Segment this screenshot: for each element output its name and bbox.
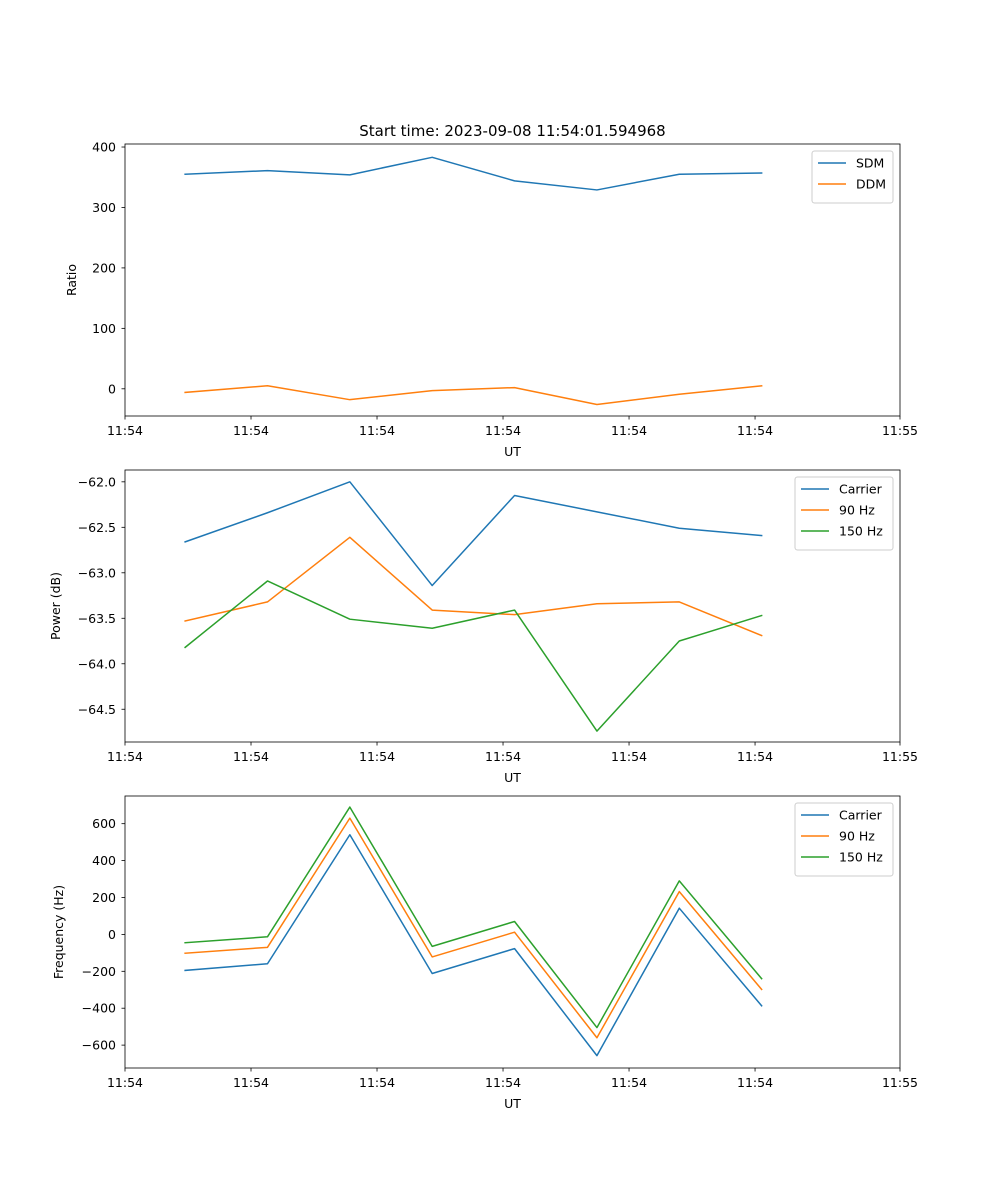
y-tick-label: 400 (92, 140, 116, 155)
y-tick-label: 0 (108, 381, 116, 396)
x-axis-label: UT (504, 770, 521, 785)
x-tick-label: 11:54 (737, 749, 773, 764)
panel-1: 11:54 11:54 11:54 11:54 11:54 11:54 11:55 0 100 2… (64, 140, 918, 459)
x-tick-label: 11:55 (882, 1075, 918, 1090)
series-line-ddm (184, 384, 763, 406)
panel-3: 11:54 11:54 11:54 11:54 11:54 11:54 11:55 −600 −… (51, 795, 918, 1111)
y-tick-label: 100 (92, 321, 116, 336)
x-tick-label: 11:55 (882, 749, 918, 764)
x-tick-label: 11:54 (611, 749, 647, 764)
x-tick-label: 11:54 (737, 1075, 773, 1090)
legend: Carrier 90 Hz 150 Hz (794, 476, 894, 551)
series-line-90-hz (184, 817, 763, 1039)
series-line-90-hz (184, 536, 763, 637)
legend-box (811, 150, 894, 204)
legend-label: SDM (856, 156, 884, 171)
axes-frame (124, 143, 901, 417)
chart-title: Start time: 2023-09-08 11:54:01.594968 (359, 122, 665, 140)
axes-frame (124, 469, 901, 743)
legend-label: 150 Hz (839, 524, 883, 539)
y-axis-label: Ratio (64, 264, 79, 296)
y-axis-label: Frequency (Hz) (51, 885, 66, 979)
y-tick-label: 200 (92, 890, 116, 905)
y-tick-label: −200 (82, 964, 116, 979)
y-axis-label: Power (dB) (48, 572, 63, 640)
x-tick-label: 11:54 (233, 749, 269, 764)
x-tick-label: 11:54 (359, 423, 395, 438)
x-tick-label: 11:54 (359, 1075, 395, 1090)
legend-label: Carrier (839, 808, 883, 823)
x-tick-label: 11:54 (611, 1075, 647, 1090)
y-tick-label: 200 (92, 260, 116, 275)
legend-label: 90 Hz (839, 503, 875, 518)
x-axis-label: UT (504, 444, 521, 459)
x-tick-label: 11:54 (359, 749, 395, 764)
panel-2: 11:54 11:54 11:54 11:54 11:54 11:54 11:55 −64.5… (48, 469, 918, 785)
series-line-carrier (184, 481, 763, 587)
y-tick-label: −64.0 (78, 656, 116, 671)
y-tick-label: 300 (92, 200, 116, 215)
legend-label: 90 Hz (839, 829, 875, 844)
y-tick-label: −63.0 (78, 565, 116, 580)
panels: 11:54 11:54 11:54 11:54 11:54 11:54 11:55 0 100 2… (48, 140, 918, 1111)
x-axis-label: UT (504, 1096, 521, 1111)
x-tick-label: 11:54 (611, 423, 647, 438)
x-tick-label: 11:55 (882, 423, 918, 438)
series-line-sdm (184, 156, 763, 191)
y-tick-label: −62.0 (78, 474, 116, 489)
x-tick-label: 11:54 (485, 749, 521, 764)
series-line-carrier (184, 834, 763, 1057)
x-tick-label: 11:54 (233, 1075, 269, 1090)
x-tick-label: 11:54 (737, 423, 773, 438)
axes-frame (124, 795, 901, 1069)
legend-label: 150 Hz (839, 850, 883, 865)
legend-label: DDM (856, 177, 886, 192)
y-tick-label: −63.5 (78, 611, 116, 626)
legend: SDM DDM (811, 150, 894, 204)
y-tick-label: −400 (82, 1001, 116, 1016)
x-tick-label: 11:54 (485, 1075, 521, 1090)
series-line-150-hz (184, 806, 763, 1029)
y-tick-label: −600 (82, 1038, 116, 1053)
y-tick-label: 0 (108, 927, 116, 942)
series-line-150-hz (184, 580, 763, 732)
y-tick-label: 400 (92, 853, 116, 868)
legend: Carrier 90 Hz 150 Hz (794, 802, 894, 877)
y-tick-label: −64.5 (78, 702, 116, 717)
legend-label: Carrier (839, 482, 883, 497)
x-tick-label: 11:54 (107, 749, 143, 764)
x-tick-label: 11:54 (485, 423, 521, 438)
y-tick-label: −62.5 (78, 520, 116, 535)
x-tick-label: 11:54 (107, 423, 143, 438)
y-tick-label: 600 (92, 816, 116, 831)
x-tick-label: 11:54 (107, 1075, 143, 1090)
x-tick-label: 11:54 (233, 423, 269, 438)
